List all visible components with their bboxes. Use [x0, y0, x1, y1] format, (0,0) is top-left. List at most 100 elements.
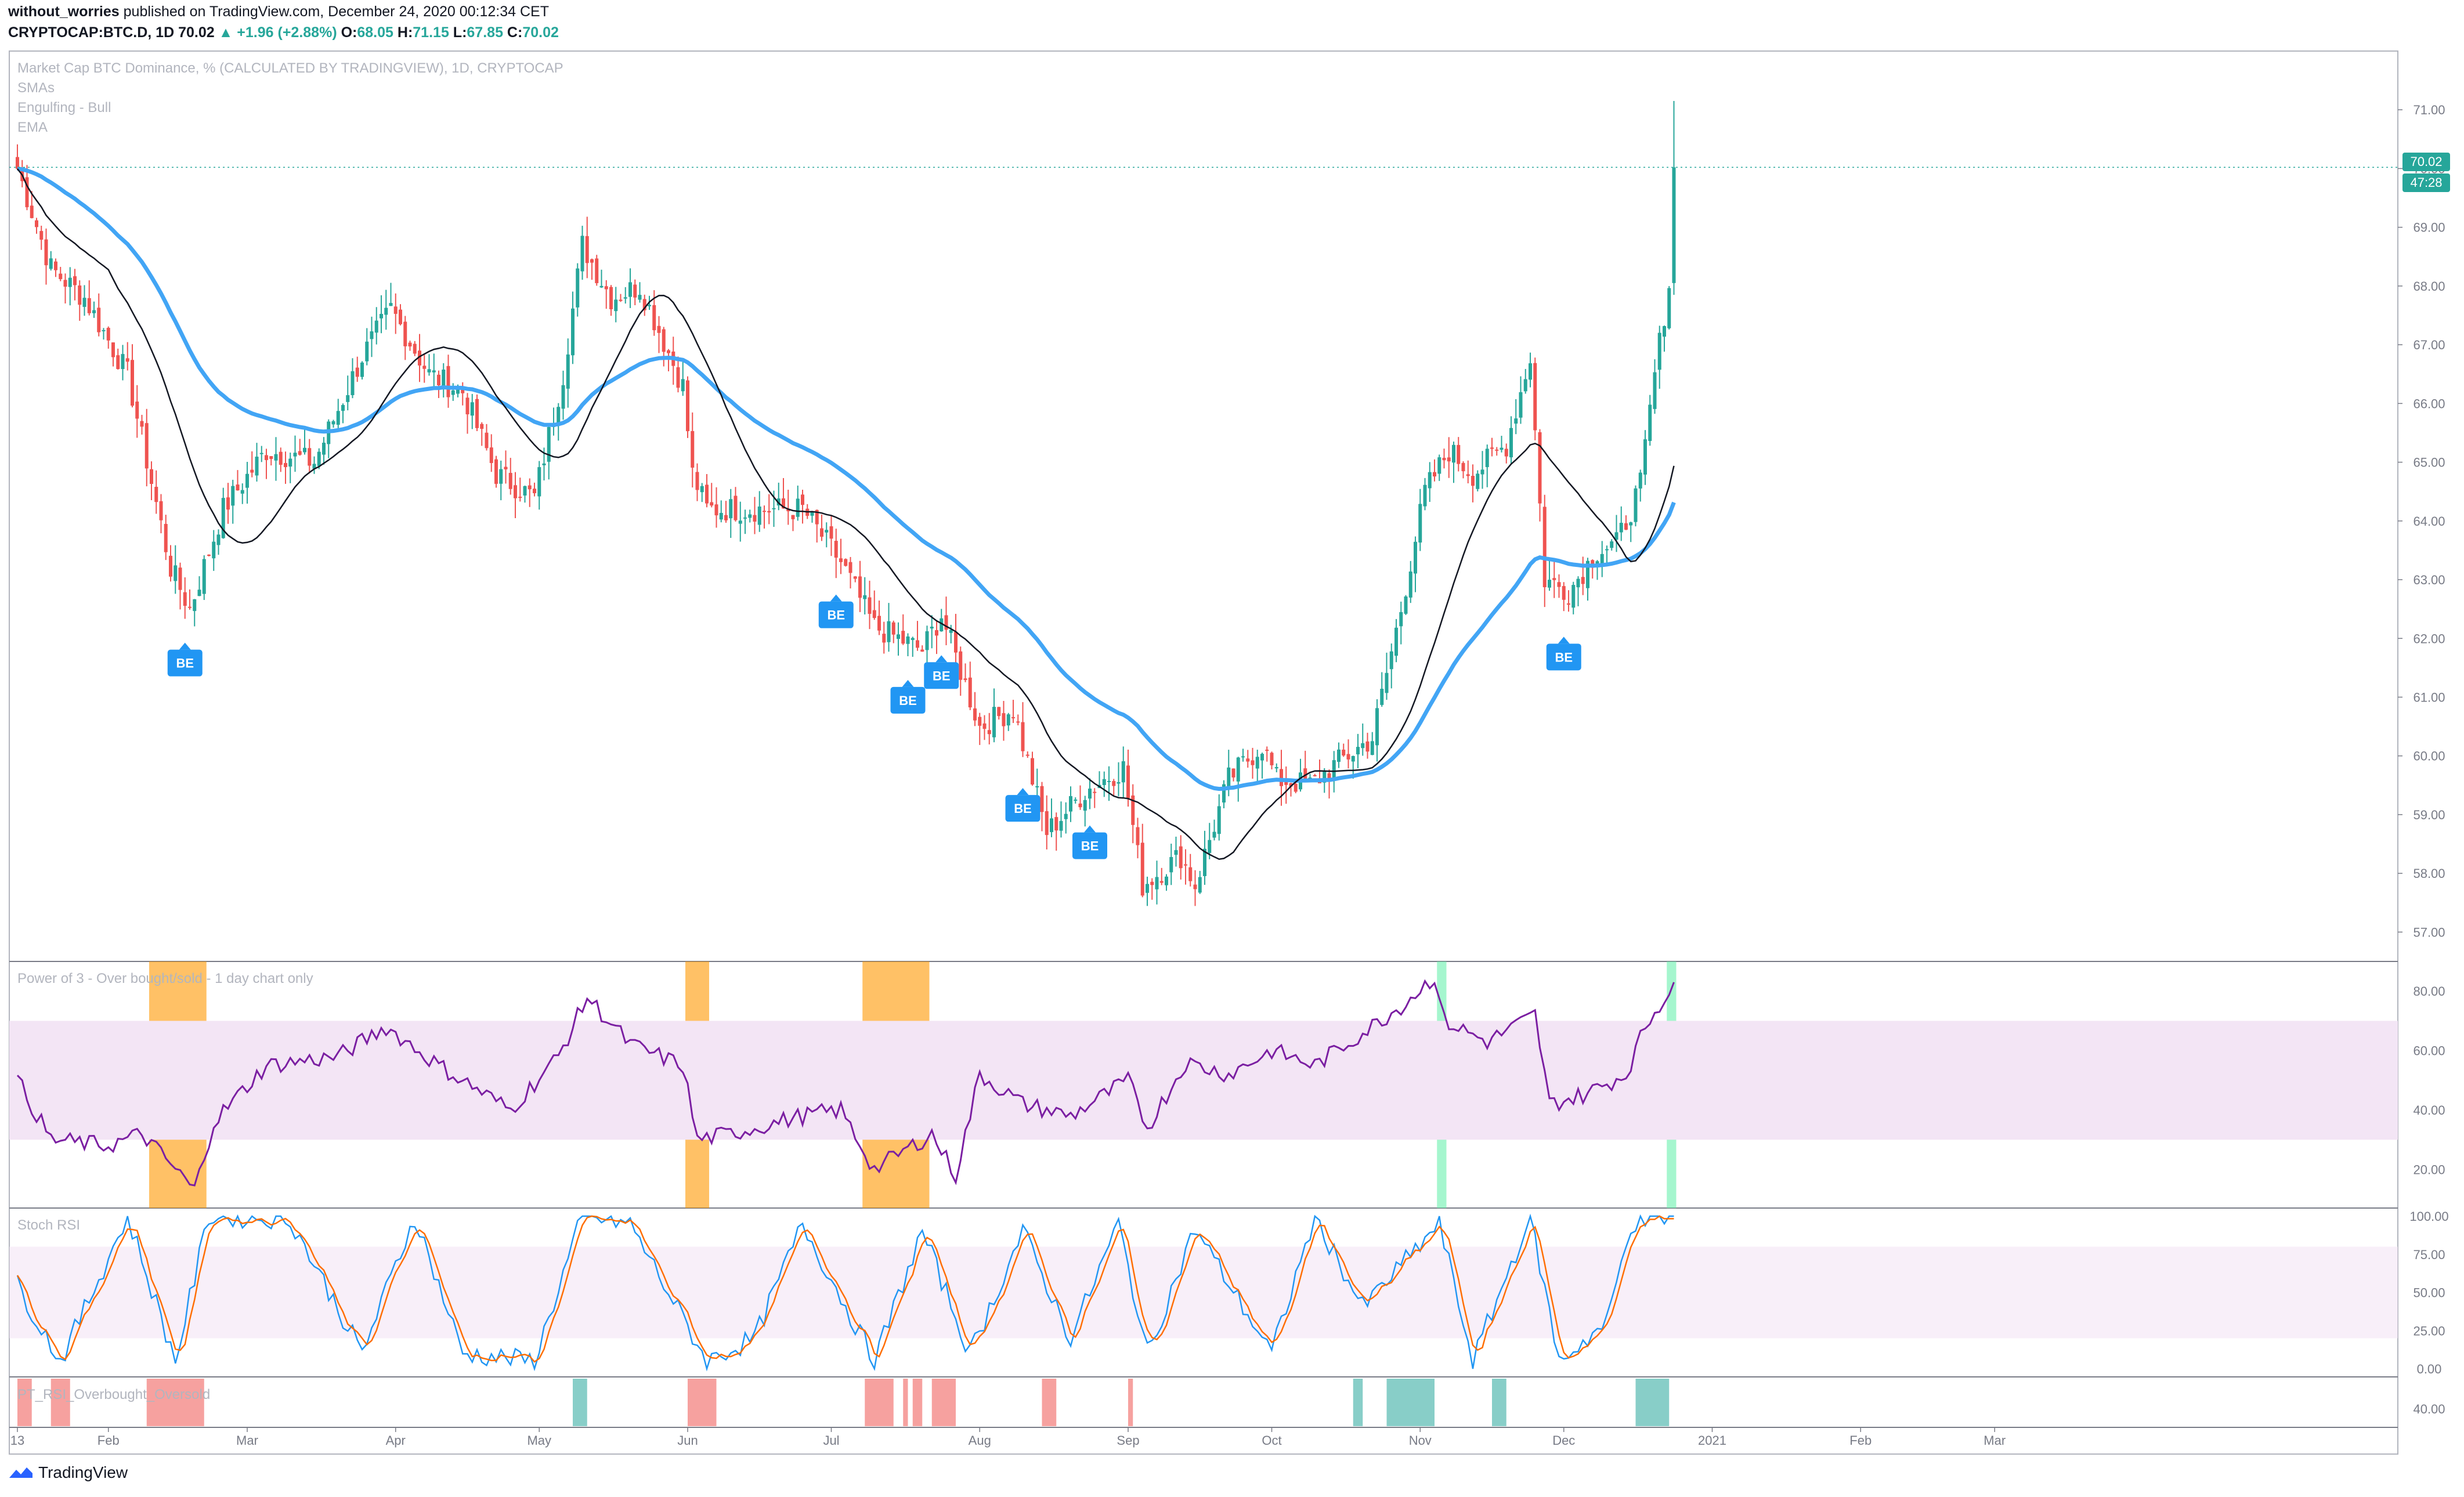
candle-body — [628, 282, 632, 297]
candle — [1634, 485, 1638, 527]
candle — [240, 483, 244, 504]
candle-body — [714, 504, 718, 516]
candle-body — [279, 451, 283, 465]
candle-body — [614, 299, 618, 312]
candle — [174, 545, 178, 594]
candle — [734, 487, 738, 522]
candle — [102, 328, 106, 340]
candle — [528, 478, 532, 507]
candle — [1389, 643, 1393, 689]
candle — [1471, 464, 1475, 502]
candle-body — [523, 486, 527, 496]
candle — [1313, 773, 1317, 777]
candle-body — [1337, 749, 1341, 762]
candle-body — [1605, 549, 1609, 551]
candle — [154, 470, 158, 514]
candle — [245, 461, 249, 504]
be-marker-box — [1072, 832, 1107, 859]
candle — [1663, 326, 1666, 352]
candle — [308, 439, 312, 473]
candle-body — [1255, 757, 1259, 769]
candle — [312, 456, 316, 474]
candle — [595, 255, 599, 286]
candle-body — [595, 258, 599, 284]
candle-body — [341, 405, 345, 411]
candle-body — [863, 595, 867, 599]
candle — [470, 393, 474, 429]
candle — [801, 490, 804, 524]
candle-body — [413, 343, 417, 354]
candle — [1203, 830, 1206, 885]
author-name[interactable]: without_worries — [8, 3, 120, 20]
symbol-info: CRYPTOCAP:BTC.D, 1D 70.02 ▲ +1.96 (+2.88… — [8, 24, 559, 41]
candle — [1509, 416, 1513, 464]
candle — [1385, 652, 1389, 700]
low-label: L: — [453, 24, 467, 41]
stoch-tick-label: 100.00 — [2409, 1209, 2448, 1224]
candle — [1117, 762, 1121, 797]
candle — [1571, 581, 1576, 614]
candle-body — [408, 342, 412, 347]
candle-body — [834, 541, 838, 558]
candle — [1581, 556, 1585, 595]
candle — [59, 266, 63, 281]
candle — [992, 688, 996, 743]
candle — [1006, 713, 1010, 731]
candle — [39, 226, 44, 250]
candle-body — [1567, 603, 1570, 605]
candle — [1054, 812, 1058, 851]
candle-body — [1586, 561, 1589, 588]
candle — [284, 451, 287, 484]
power3-tick-label: 20.00 — [2413, 1162, 2445, 1177]
candle-body — [1280, 769, 1283, 786]
power3-band — [9, 1021, 2398, 1140]
candle-body — [1542, 507, 1547, 587]
time-tick-label: Mar — [236, 1433, 258, 1448]
candle-body — [585, 236, 589, 263]
candle-body — [183, 592, 187, 606]
candle-body — [623, 297, 627, 299]
indicator-lines — [16, 979, 1675, 1372]
candle — [887, 603, 891, 652]
candle-body — [968, 677, 972, 708]
candle — [1442, 449, 1446, 469]
candle — [1274, 763, 1278, 773]
candle-body — [633, 284, 637, 298]
candle-body — [705, 484, 709, 504]
candle — [1093, 788, 1097, 808]
candle — [1236, 757, 1240, 802]
candle-body — [1188, 867, 1193, 881]
candle — [700, 483, 704, 502]
candle — [1538, 429, 1542, 522]
candle-body — [1102, 779, 1106, 786]
candle — [427, 354, 431, 376]
candle — [1188, 854, 1193, 887]
candle-body — [638, 295, 642, 300]
candle-body — [437, 374, 440, 386]
tradingview-brand[interactable]: TradingView — [8, 1463, 128, 1482]
candle-body — [284, 462, 287, 468]
symbol-name[interactable]: CRYPTOCAP:BTC.D, 1D — [8, 24, 175, 41]
candle — [997, 707, 1001, 720]
candle-body — [1136, 827, 1140, 845]
candle-body — [461, 388, 465, 393]
candle — [317, 448, 321, 469]
stoch-k-line — [16, 1213, 1674, 1372]
candle — [1361, 723, 1365, 756]
candle-body — [1064, 813, 1068, 819]
candle — [1217, 794, 1221, 841]
stoch-title: Stoch RSI — [17, 1217, 81, 1233]
stoch-band — [9, 1246, 2398, 1339]
candle-body — [901, 631, 905, 644]
be-marker-label: BE — [1081, 839, 1099, 854]
candle — [1088, 778, 1092, 809]
candle — [738, 501, 742, 542]
candle — [54, 258, 57, 277]
candle-body — [1361, 743, 1365, 748]
candle-body — [1016, 721, 1020, 723]
candle — [1542, 494, 1547, 608]
time-tick-label: 2021 — [1698, 1433, 1726, 1448]
candle-body — [125, 358, 129, 362]
candle-body — [1408, 571, 1412, 598]
